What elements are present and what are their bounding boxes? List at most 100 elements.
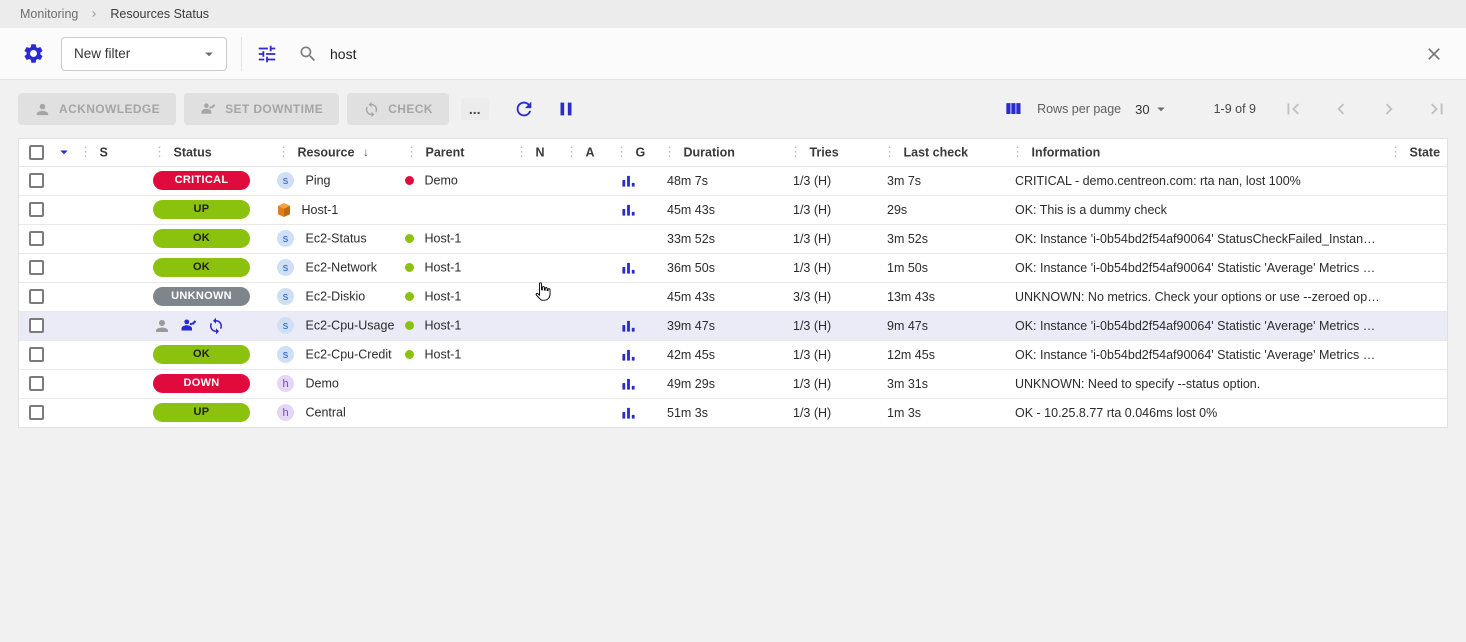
set-downtime-button[interactable]: SET DOWNTIME (184, 93, 339, 125)
column-header-a[interactable]: ⋮ A (561, 139, 611, 166)
filter-settings-button[interactable] (18, 38, 49, 69)
previous-page-button[interactable] (1330, 98, 1352, 120)
check-button[interactable]: CHECK (347, 93, 449, 125)
column-drag-handle-icon[interactable]: ⋮ (515, 144, 528, 159)
column-header-s[interactable]: ⋮ S (75, 139, 139, 166)
column-drag-handle-icon[interactable]: ⋮ (565, 144, 578, 159)
breadcrumb: Monitoring Resources Status (0, 0, 1466, 28)
advanced-filter-button[interactable] (252, 39, 282, 69)
column-drag-handle-icon[interactable]: ⋮ (1011, 144, 1024, 159)
resource-name[interactable]: Ec2-Network (305, 261, 377, 275)
acknowledge-button[interactable]: ACKNOWLEDGE (18, 93, 176, 125)
tries-cell: 1/3 (H) (785, 195, 879, 224)
rows-per-page-select[interactable]: 30 (1135, 100, 1169, 118)
graph-icon[interactable] (621, 405, 636, 420)
refresh-icon (513, 98, 535, 120)
column-header-last_check[interactable]: ⋮ Last check (879, 139, 1007, 166)
filter-preset-select[interactable]: New filter (61, 37, 227, 71)
row-checkbox[interactable] (29, 347, 44, 362)
table-row[interactable]: s Ec2-Cpu-Usage Host-1 39m 47s 1/3 (H) 9… (19, 311, 1447, 340)
information-cell: OK: Instance 'i-0b54bd2f54af90064' Statu… (1007, 224, 1385, 253)
column-drag-handle-icon[interactable]: ⋮ (615, 144, 628, 159)
column-drag-handle-icon[interactable]: ⋮ (789, 144, 802, 159)
select-rows-menu[interactable] (51, 139, 75, 166)
graph-icon[interactable] (621, 347, 636, 362)
breadcrumb-resources-status[interactable]: Resources Status (110, 7, 209, 21)
refresh-button[interactable] (511, 96, 537, 122)
resource-name[interactable]: Ec2-Cpu-Usage (305, 319, 394, 333)
tries-cell: 1/3 (H) (785, 340, 879, 369)
first-page-button[interactable] (1282, 98, 1304, 120)
table-row[interactable]: UP h Central 51m 3s 1/3 (H) 1m 3s OK - 1… (19, 398, 1447, 427)
acknowledged-icon (153, 317, 171, 335)
column-header-information[interactable]: ⋮ Information (1007, 139, 1385, 166)
column-label: Tries (809, 146, 838, 160)
row-checkbox[interactable] (29, 173, 44, 188)
tries-cell: 1/3 (H) (785, 398, 879, 427)
table-row[interactable]: OK s Ec2-Status Host-1 33m 52s 1/3 (H) 3… (19, 224, 1447, 253)
table-row[interactable]: DOWN h Demo 49m 29s 1/3 (H) 3m 31s UNKNO… (19, 369, 1447, 398)
resource-name[interactable]: Ec2-Status (305, 232, 366, 246)
graph-icon[interactable] (621, 202, 636, 217)
column-header-parent[interactable]: ⋮ Parent (399, 139, 511, 166)
resource-name[interactable]: Ec2-Diskio (305, 290, 365, 304)
clear-search-button[interactable] (1420, 40, 1448, 68)
last-page-button[interactable] (1426, 98, 1448, 120)
edit-columns-button[interactable] (1001, 97, 1025, 121)
resource-type-icon: h (277, 375, 294, 392)
column-drag-handle-icon[interactable]: ⋮ (663, 144, 676, 159)
resource-name[interactable]: Central (305, 406, 345, 420)
filter-bar: New filter (0, 28, 1466, 80)
information-cell: CRITICAL - demo.centreon.com: rta nan, l… (1007, 166, 1385, 195)
pause-button[interactable] (553, 96, 579, 122)
parent-name[interactable]: Host-1 (424, 261, 461, 275)
row-checkbox[interactable] (29, 376, 44, 391)
table-row[interactable]: UNKNOWN s Ec2-Diskio Host-1 45m 43s 3/3 … (19, 282, 1447, 311)
column-header-status[interactable]: ⋮ Status (139, 139, 265, 166)
select-all-checkbox[interactable] (29, 145, 44, 160)
column-label: A (585, 146, 594, 160)
column-header-g[interactable]: ⋮ G (611, 139, 659, 166)
column-header-duration[interactable]: ⋮ Duration (659, 139, 785, 166)
column-header-state[interactable]: ⋮ State (1385, 139, 1447, 166)
column-drag-handle-icon[interactable]: ⋮ (277, 144, 290, 159)
graph-icon[interactable] (621, 260, 636, 275)
parent-name[interactable]: Demo (424, 174, 457, 188)
table-row[interactable]: OK s Ec2-Cpu-Credit Host-1 42m 45s 1/3 (… (19, 340, 1447, 369)
chevron-down-icon (200, 45, 218, 63)
next-page-button[interactable] (1378, 98, 1400, 120)
graph-icon[interactable] (621, 318, 636, 333)
resource-name[interactable]: Ping (305, 174, 330, 188)
column-drag-handle-icon[interactable]: ⋮ (405, 144, 418, 159)
row-checkbox[interactable] (29, 405, 44, 420)
resource-name[interactable]: Host-1 (301, 203, 338, 217)
parent-name[interactable]: Host-1 (424, 290, 461, 304)
resource-name[interactable]: Ec2-Cpu-Credit (305, 348, 391, 362)
column-header-resource[interactable]: ⋮ Resource ↓ (265, 139, 399, 166)
column-drag-handle-icon[interactable]: ⋮ (153, 144, 166, 159)
pagination-range: 1-9 of 9 (1214, 102, 1256, 116)
table-row[interactable]: CRITICAL s Ping Demo 48m 7s 1/3 (H) 3m 7… (19, 166, 1447, 195)
column-header-n[interactable]: ⋮ N (511, 139, 561, 166)
table-row[interactable]: UP Host-1 45m 43s 1/3 (H) 29s (19, 195, 1447, 224)
parent-name[interactable]: Host-1 (424, 232, 461, 246)
parent-name[interactable]: Host-1 (424, 319, 461, 333)
search-input[interactable] (330, 46, 850, 62)
table-row[interactable]: OK s Ec2-Network Host-1 36m 50s 1/3 (H) … (19, 253, 1447, 282)
parent-name[interactable]: Host-1 (424, 348, 461, 362)
select-all-header[interactable] (19, 139, 51, 166)
row-checkbox[interactable] (29, 318, 44, 333)
graph-icon[interactable] (621, 376, 636, 391)
resource-name[interactable]: Demo (305, 377, 338, 391)
column-drag-handle-icon[interactable]: ⋮ (883, 144, 896, 159)
more-actions-button[interactable]: ... (461, 98, 489, 120)
row-checkbox[interactable] (29, 202, 44, 217)
column-drag-handle-icon[interactable]: ⋮ (1389, 144, 1402, 159)
column-drag-handle-icon[interactable]: ⋮ (79, 144, 92, 159)
row-checkbox[interactable] (29, 260, 44, 275)
graph-icon[interactable] (621, 173, 636, 188)
row-checkbox[interactable] (29, 231, 44, 246)
row-checkbox[interactable] (29, 289, 44, 304)
column-header-tries[interactable]: ⋮ Tries (785, 139, 879, 166)
breadcrumb-monitoring[interactable]: Monitoring (20, 7, 78, 21)
